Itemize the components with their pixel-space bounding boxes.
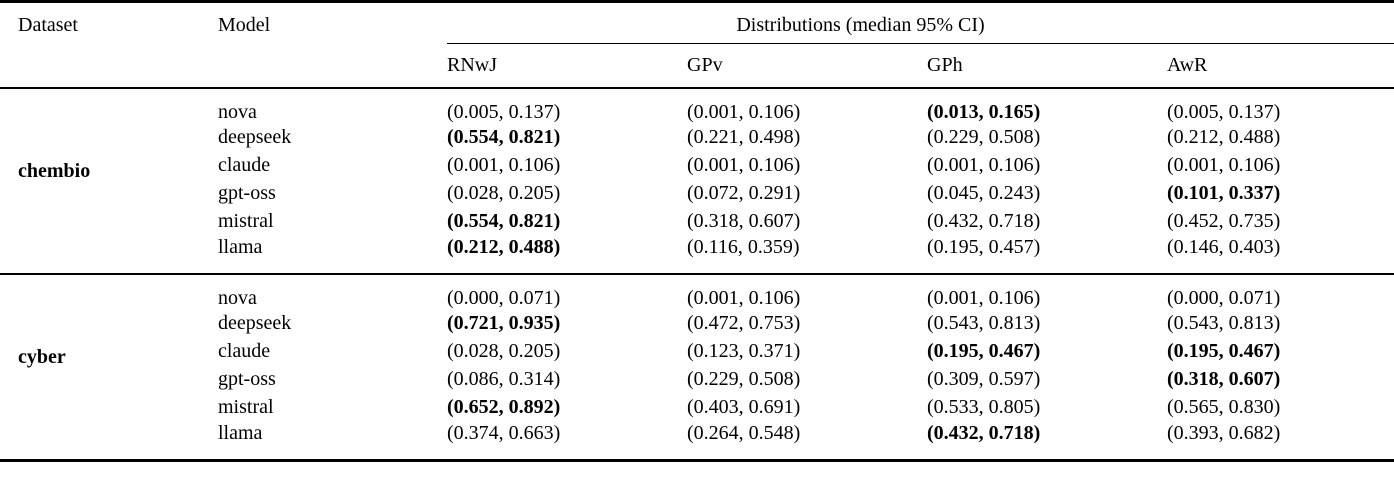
model-name: nova xyxy=(218,100,257,123)
ci-value: (0.543, 0.813) xyxy=(1167,312,1281,334)
model-name: mistral xyxy=(218,396,274,418)
ci-value: (0.086, 0.314) xyxy=(447,368,561,390)
ci-value: (0.028, 0.205) xyxy=(447,182,561,204)
model-name: gpt-oss xyxy=(218,182,276,204)
results-table: Dataset Model Distributions (median 95% … xyxy=(0,0,1394,462)
ci-value: (0.212, 0.488) xyxy=(447,235,561,258)
model-name: claude xyxy=(218,340,271,362)
ci-value: (0.565, 0.830) xyxy=(1167,396,1281,418)
ci-value: (0.000, 0.071) xyxy=(447,286,561,309)
ci-value: (0.001, 0.106) xyxy=(687,286,801,309)
ci-value: (0.116, 0.359) xyxy=(687,235,800,258)
ci-value: (0.000, 0.071) xyxy=(1167,286,1281,309)
ci-value: (0.554, 0.821) xyxy=(447,126,561,148)
ci-value: (0.146, 0.403) xyxy=(1167,235,1281,258)
dataset-label: chembio xyxy=(18,160,91,182)
ci-value: (0.221, 0.498) xyxy=(687,126,801,148)
ci-value: (0.013, 0.165) xyxy=(927,100,1041,123)
dataset-label: cyber xyxy=(18,346,66,368)
col-header-gph: GPh xyxy=(927,53,963,76)
table-row: mistral (0.554, 0.821) (0.318, 0.607) (0.43… xyxy=(0,208,1394,236)
col-header-awr: AwR xyxy=(1167,53,1208,76)
ci-value: (0.001, 0.106) xyxy=(927,286,1041,309)
table-row: llama (0.374, 0.663) (0.264, 0.548) (0.432,… xyxy=(0,422,1394,461)
model-name: claude xyxy=(218,154,271,176)
model-name: mistral xyxy=(218,210,274,232)
ci-value: (0.543, 0.813) xyxy=(927,312,1041,334)
ci-value: (0.005, 0.137) xyxy=(447,100,561,123)
ci-value: (0.554, 0.821) xyxy=(447,210,561,232)
ci-value: (0.374, 0.663) xyxy=(447,421,561,444)
ci-value: (0.123, 0.371) xyxy=(687,340,801,362)
ci-value: (0.652, 0.892) xyxy=(447,396,561,418)
ci-value: (0.264, 0.548) xyxy=(687,421,801,444)
table-row: chembio nova (0.005, 0.137) (0.001, 0.106) (… xyxy=(0,88,1394,183)
ci-value: (0.072, 0.291) xyxy=(687,182,801,204)
ci-value: (0.229, 0.508) xyxy=(927,126,1041,148)
dataset-block: cyber nova (0.000, 0.071) (0.001, 0.106) (0.… xyxy=(0,274,1394,461)
model-name: llama xyxy=(218,235,263,258)
ci-value: (0.432, 0.718) xyxy=(927,210,1041,232)
col-header-distributions-group: Distributions (median 95% CI) xyxy=(447,1,1394,44)
table-row: mistral (0.652, 0.892) (0.403, 0.691) (0.53… xyxy=(0,394,1394,422)
ci-value: (0.045, 0.243) xyxy=(927,182,1041,204)
ci-value: (0.393, 0.682) xyxy=(1167,421,1281,444)
ci-value: (0.533, 0.805) xyxy=(927,396,1041,418)
ci-value: (0.001, 0.106) xyxy=(927,154,1041,176)
ci-value: (0.452, 0.735) xyxy=(1167,210,1281,232)
model-name: deepseek xyxy=(218,126,292,148)
table-row: gpt-oss (0.086, 0.314) (0.229, 0.508) (0.30… xyxy=(0,366,1394,394)
ci-value: (0.001, 0.106) xyxy=(687,100,801,123)
ci-value: (0.001, 0.106) xyxy=(687,154,801,176)
table-header: Dataset Model Distributions (median 95% … xyxy=(0,1,1394,88)
dataset-label-cell: cyber xyxy=(0,274,218,461)
model-name: llama xyxy=(218,421,263,444)
ci-value: (0.309, 0.597) xyxy=(927,368,1041,390)
ci-value: (0.318, 0.607) xyxy=(1167,368,1281,390)
table-row: deepseek (0.554, 0.821) (0.221, 0.498) (0.2… xyxy=(0,124,1394,152)
ci-value: (0.005, 0.137) xyxy=(1167,100,1281,123)
model-name: deepseek xyxy=(218,312,292,334)
dataset-block: chembio nova (0.005, 0.137) (0.001, 0.106) (… xyxy=(0,88,1394,274)
ci-value: (0.001, 0.106) xyxy=(1167,154,1281,176)
table-row: gpt-oss (0.028, 0.205) (0.072, 0.291) (0.04… xyxy=(0,180,1394,208)
ci-value: (0.229, 0.508) xyxy=(687,368,801,390)
table-row: claude (0.028, 0.205) (0.123, 0.371) (0.195… xyxy=(0,338,1394,366)
table-row: llama (0.212, 0.488) (0.116, 0.359) (0.195,… xyxy=(0,236,1394,274)
ci-value: (0.195, 0.457) xyxy=(927,235,1041,258)
table-row: cyber nova (0.000, 0.071) (0.001, 0.106) (0.… xyxy=(0,274,1394,369)
dataset-label-cell: chembio xyxy=(0,88,218,274)
table-row: deepseek (0.721, 0.935) (0.472, 0.753) (0.5… xyxy=(0,310,1394,338)
model-name: gpt-oss xyxy=(218,368,276,390)
col-header-model: Model xyxy=(218,14,271,36)
ci-value: (0.028, 0.205) xyxy=(447,340,561,362)
ci-value: (0.403, 0.691) xyxy=(687,396,801,418)
ci-value: (0.101, 0.337) xyxy=(1167,182,1281,204)
ci-value: (0.195, 0.467) xyxy=(1167,340,1281,362)
col-header-dataset: Dataset xyxy=(18,14,78,36)
ci-value: (0.001, 0.106) xyxy=(447,154,561,176)
model-name: nova xyxy=(218,286,257,309)
ci-value: (0.472, 0.753) xyxy=(687,312,801,334)
col-header-gpv: GPv xyxy=(687,53,723,76)
table-row: claude (0.001, 0.106) (0.001, 0.106) (0.001… xyxy=(0,152,1394,180)
ci-value: (0.721, 0.935) xyxy=(447,312,561,334)
header-row-top: Dataset Model Distributions (median 95% … xyxy=(0,1,1394,44)
ci-value: (0.212, 0.488) xyxy=(1167,126,1281,148)
ci-value: (0.195, 0.467) xyxy=(927,340,1041,362)
ci-value: (0.318, 0.607) xyxy=(687,210,801,232)
ci-value: (0.432, 0.718) xyxy=(927,421,1041,444)
col-header-rnwj: RNwJ xyxy=(447,53,498,76)
header-row-metrics: RNwJ GPv GPh AwR xyxy=(0,44,1394,88)
